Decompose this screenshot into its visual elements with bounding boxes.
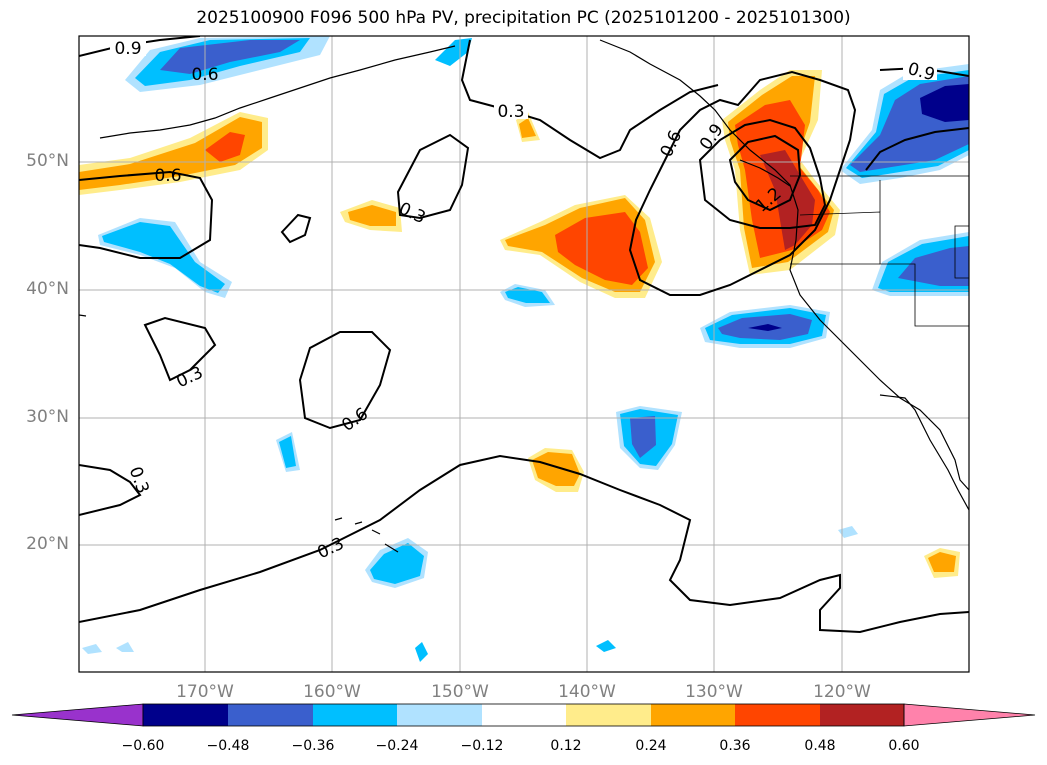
colorbar-tick: −0.48 [206, 738, 250, 754]
precip-positive-area [348, 205, 396, 226]
lon-label: 140°W [558, 682, 616, 702]
precip-negative-area [160, 40, 300, 74]
lat-label: 40°N [26, 279, 69, 299]
colorbar-tick: 0.12 [550, 738, 582, 754]
precip-positive-area [555, 212, 648, 285]
map-title: 2025100900 F096 500 hPa PV, precipitatio… [196, 8, 851, 28]
colorbar-tick: −0.60 [121, 738, 165, 754]
colorbar-extend-low [11, 703, 144, 727]
map-frame [78, 35, 970, 673]
colorbar-tick: 0.24 [635, 738, 667, 754]
precip-negative-area [898, 246, 969, 286]
precip-negative-area [748, 324, 782, 331]
contour-label: 0.3 [125, 464, 153, 496]
coastline [79, 39, 969, 553]
colorbar-tick: −0.12 [460, 738, 504, 754]
lat-label: 30°N [26, 407, 69, 427]
precip-positive-area [928, 552, 956, 572]
precip-negative-area [279, 436, 296, 468]
precipitation-field [79, 36, 969, 662]
lon-label: 160°W [303, 682, 361, 702]
contour-label: 0.9 [114, 39, 141, 59]
colorbar-bin [397, 704, 482, 726]
lat-label: 20°N [26, 534, 69, 554]
contour-label: 0.3 [173, 363, 206, 393]
colorbar-bin [566, 704, 651, 726]
colorbar-extend-high [903, 703, 1036, 727]
colorbar-bin [143, 704, 228, 726]
colorbar-tick: 0.36 [719, 738, 751, 754]
precip-negative-area [415, 642, 428, 662]
lon-label: 130°W [685, 682, 743, 702]
colorbar-tick: −0.36 [291, 738, 335, 754]
colorbar [11, 703, 1036, 727]
contour-label: 0.3 [497, 102, 524, 122]
lat-label: 50°N [26, 151, 69, 171]
lon-label: 150°W [431, 682, 489, 702]
precip-positive-area [79, 117, 262, 190]
colorbar-tick: 0.48 [804, 738, 836, 754]
precip-positive-area [532, 452, 580, 486]
colorbar-bin [651, 704, 735, 726]
precip-negative-area [838, 526, 858, 538]
colorbar-bin [820, 704, 904, 726]
lon-label: 120°W [813, 682, 871, 702]
precip-negative-area [370, 543, 424, 584]
precip-positive-area [519, 118, 536, 138]
colorbar-bin [228, 704, 313, 726]
precip-negative-area [116, 642, 134, 652]
precip-negative-area [82, 644, 102, 654]
colorbar-tick: −0.24 [375, 738, 419, 754]
precip-negative-area [630, 416, 656, 458]
contour-label: 0.6 [191, 65, 218, 85]
colorbar-bin [735, 704, 820, 726]
precip-negative-area [596, 640, 616, 652]
colorbar-tick: 0.60 [888, 738, 920, 754]
precip-negative-area [505, 287, 550, 303]
contour-label: 0.6 [154, 166, 181, 186]
precip-positive-area [205, 132, 245, 162]
lon-label: 170°W [176, 682, 234, 702]
colorbar-bin [482, 704, 566, 726]
colorbar-bin [313, 704, 397, 726]
contour-label: 0.6 [657, 127, 687, 160]
precip-negative-area [435, 38, 472, 66]
pv-contours [79, 36, 969, 634]
precip-negative-area [920, 84, 969, 122]
